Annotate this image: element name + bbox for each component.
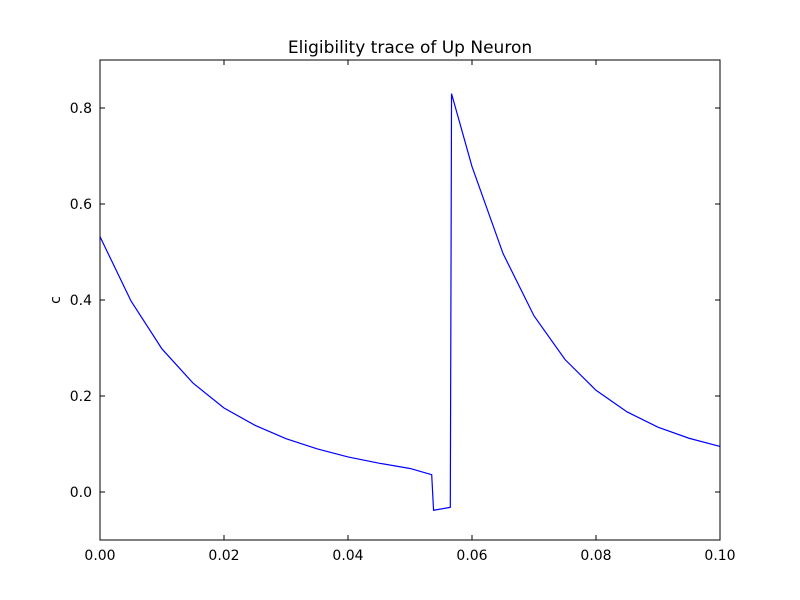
x-tick-label: 0.00	[84, 548, 115, 564]
plot-frame	[99, 59, 721, 541]
x-tick-label: 0.10	[704, 548, 735, 564]
y-tick-label: 0.2	[70, 389, 92, 405]
y-tick-label: 0.8	[70, 101, 92, 117]
x-tick-label: 0.06	[456, 548, 487, 564]
x-tick-label: 0.02	[208, 548, 239, 564]
y-axis-label: c	[48, 296, 64, 304]
series-line	[99, 93, 721, 511]
x-tick-label: 0.04	[332, 548, 363, 564]
chart-title: Eligibility trace of Up Neuron	[288, 38, 532, 58]
y-tick-label: 0.4	[70, 293, 92, 309]
y-tick-label: 0.0	[70, 485, 92, 501]
x-tick-label: 0.08	[580, 548, 611, 564]
y-tick-label: 0.6	[70, 197, 92, 213]
